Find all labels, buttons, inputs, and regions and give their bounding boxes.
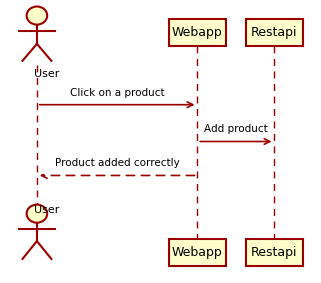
Text: Product added correctly: Product added correctly (55, 158, 179, 168)
Bar (247, 19, 302, 46)
Text: Restapi: Restapi (251, 246, 298, 259)
Text: Restapi: Restapi (251, 26, 298, 39)
Text: Click on a product: Click on a product (70, 88, 164, 98)
Circle shape (27, 7, 47, 25)
Text: Webapp: Webapp (172, 26, 223, 39)
Text: User: User (34, 205, 59, 215)
Text: Add product: Add product (204, 125, 268, 134)
Bar (169, 239, 225, 266)
Bar (247, 239, 302, 266)
Text: User: User (34, 69, 59, 79)
Circle shape (27, 205, 47, 223)
Bar (169, 19, 225, 46)
Text: Webapp: Webapp (172, 246, 223, 259)
